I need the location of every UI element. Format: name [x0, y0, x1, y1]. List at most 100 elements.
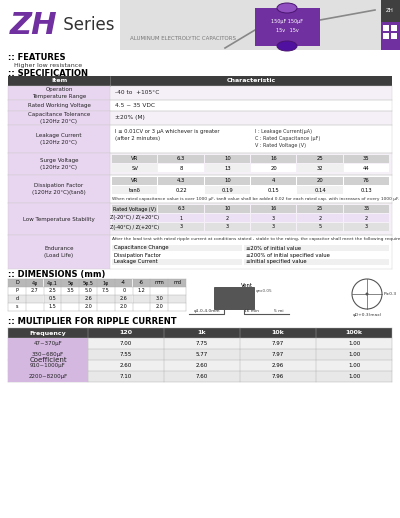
Text: 76: 76 [363, 179, 370, 183]
Text: 5: 5 [318, 224, 322, 229]
Text: 2.6: 2.6 [120, 296, 128, 301]
Text: :: DIMENSIONS (mm): :: DIMENSIONS (mm) [8, 270, 105, 280]
Text: ALUMINUM ELECTROLYTIC CAPACITORS: ALUMINUM ELECTROLYTIC CAPACITORS [130, 36, 236, 40]
Text: 5.0: 5.0 [84, 289, 92, 294]
Text: :: FEATURES: :: FEATURES [8, 53, 66, 63]
Bar [297, 223, 343, 231]
Bar [8, 86, 110, 100]
Bar [251, 214, 296, 222]
Bar [133, 279, 150, 286]
Bar [150, 295, 168, 303]
Bar [62, 295, 79, 303]
Bar [62, 287, 79, 295]
Text: 2.5: 2.5 [49, 289, 56, 294]
Bar [251, 223, 296, 231]
Text: Z(-40°C) / Z(+20°C): Z(-40°C) / Z(+20°C) [110, 224, 159, 229]
Text: 1.00: 1.00 [348, 341, 360, 346]
Bar [8, 175, 392, 203]
Bar [168, 303, 186, 311]
Text: 10: 10 [224, 179, 231, 183]
Bar [112, 252, 242, 258]
Text: 20: 20 [317, 179, 323, 183]
Text: 47~370μF: 47~370μF [34, 341, 62, 346]
Bar [0, 50, 400, 68]
Text: 100k: 100k [346, 330, 362, 336]
Bar [205, 164, 250, 172]
Bar [115, 287, 132, 295]
Text: Dissipation Factor
(120Hz 20°C)(tanδ): Dissipation Factor (120Hz 20°C)(tanδ) [32, 183, 86, 195]
Text: I : Leakage Current(μA): I : Leakage Current(μA) [255, 129, 312, 134]
Bar [44, 303, 61, 311]
Bar [344, 205, 389, 213]
Text: 2200~8200μF: 2200~8200μF [28, 374, 68, 379]
Text: 32: 32 [317, 165, 323, 170]
Text: 20: 20 [270, 165, 277, 170]
Bar [344, 223, 389, 231]
Bar [8, 303, 26, 311]
Text: Operation
Temperature Range: Operation Temperature Range [32, 88, 86, 98]
Text: 910~1000μF: 910~1000μF [30, 363, 66, 368]
Bar [205, 223, 250, 231]
Text: SV: SV [131, 165, 138, 170]
Bar [112, 223, 157, 231]
Bar [158, 177, 204, 185]
Text: 7.96: 7.96 [272, 374, 284, 379]
Bar [8, 175, 110, 203]
Bar [168, 295, 186, 303]
Bar [150, 279, 168, 286]
Text: P±0.3: P±0.3 [384, 292, 397, 296]
Bar [26, 303, 43, 311]
Text: VR: VR [131, 156, 138, 162]
Bar [8, 203, 110, 235]
Bar [79, 279, 97, 286]
Text: 2.6: 2.6 [84, 296, 92, 301]
Bar [26, 295, 43, 303]
Bar [88, 338, 392, 349]
Text: 2.60: 2.60 [120, 363, 132, 368]
Text: 5.77: 5.77 [196, 352, 208, 357]
Text: 7.10: 7.10 [120, 374, 132, 379]
Text: 1.00: 1.00 [348, 352, 360, 357]
Text: 3: 3 [365, 224, 368, 229]
Text: 3.0: 3.0 [156, 296, 163, 301]
Bar [297, 155, 343, 163]
Bar [8, 153, 392, 175]
Text: Coefficient: Coefficient [29, 357, 67, 363]
Bar [79, 295, 97, 303]
Bar [8, 111, 392, 125]
Bar [44, 279, 61, 286]
Bar [381, 0, 400, 22]
Text: 4φ.1: 4φ.1 [47, 281, 58, 285]
Bar [8, 111, 110, 125]
Text: s: s [16, 305, 18, 309]
Bar [115, 295, 132, 303]
Text: 120: 120 [120, 330, 132, 336]
Text: ZH: ZH [386, 8, 394, 13]
Text: 15v   15v: 15v 15v [276, 27, 298, 33]
Bar [297, 214, 343, 222]
Bar [158, 164, 204, 172]
Text: 10: 10 [224, 156, 231, 162]
Bar [112, 164, 157, 172]
Bar [205, 214, 250, 222]
Text: 16 min: 16 min [244, 309, 259, 313]
Text: Rated Working Voltage: Rated Working Voltage [28, 103, 90, 108]
Bar [251, 177, 296, 185]
Text: 7.55: 7.55 [120, 352, 132, 357]
Bar [8, 338, 88, 382]
Bar [158, 186, 204, 194]
Bar [205, 205, 250, 213]
Text: 0.15: 0.15 [268, 188, 280, 193]
Text: Higher low resistance: Higher low resistance [10, 64, 82, 68]
Bar [88, 371, 392, 382]
Text: φ1.0-4.0mm: φ1.0-4.0mm [194, 309, 220, 313]
Bar [297, 164, 343, 172]
Text: Capacitance Change: Capacitance Change [114, 246, 169, 251]
Bar [244, 252, 389, 258]
Bar [0, 0, 120, 50]
Bar [8, 76, 392, 86]
Text: φex0.05: φex0.05 [256, 289, 273, 293]
Text: 1: 1 [180, 215, 182, 221]
Text: Low Temperature Stability: Low Temperature Stability [23, 217, 95, 222]
Bar [97, 303, 114, 311]
